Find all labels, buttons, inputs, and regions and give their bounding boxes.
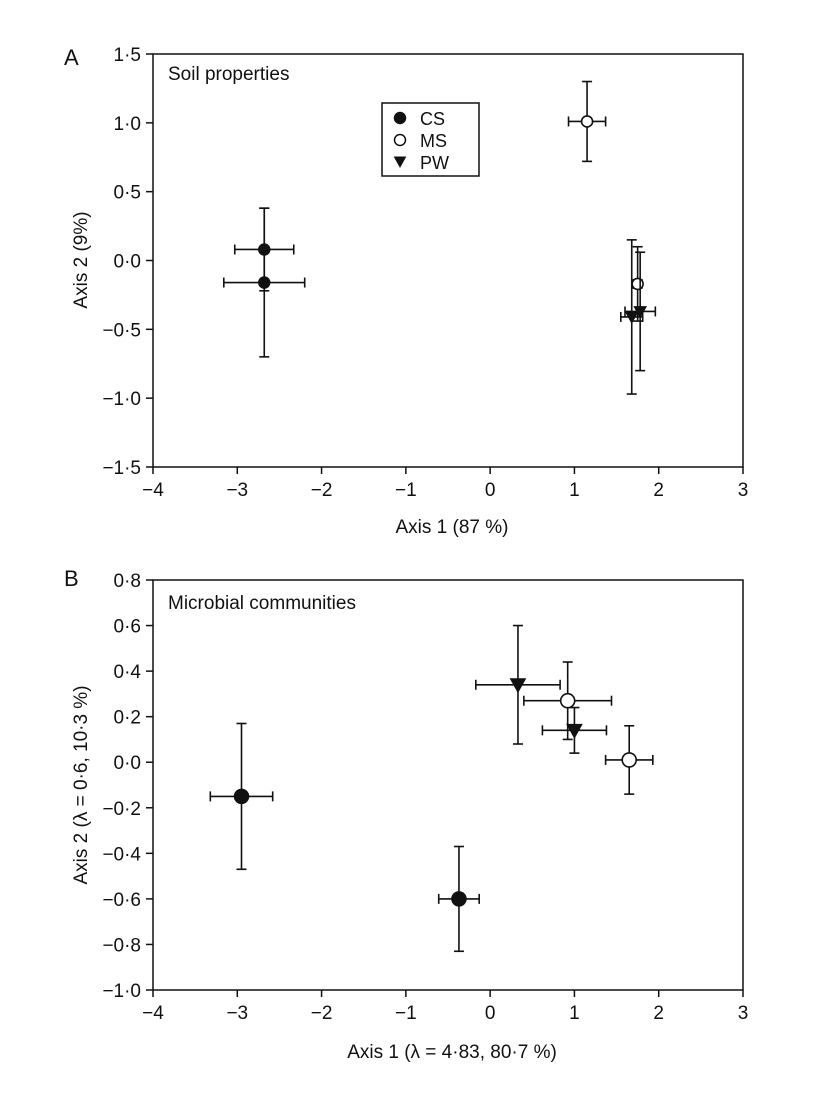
panel-a-y-tick-label: −1·5 — [102, 458, 141, 479]
panel-a-x-tick-label: −3 — [226, 480, 248, 501]
panel-b-x-tick-label: 2 — [653, 1003, 664, 1024]
panel-a-x-axis-label: Axis 1 (87 %) — [396, 517, 509, 538]
panel-b-x-tick-label: 1 — [569, 1003, 580, 1024]
panel-a-x-tick-label: 3 — [738, 480, 749, 501]
panel-b-x-tick-label: 3 — [738, 1003, 749, 1024]
legend-ms-label: MS — [420, 131, 447, 151]
panel-b-y-tick-label: 0·4 — [114, 662, 142, 683]
panel-b-x-tick-label: 0 — [485, 1003, 496, 1024]
panel-a-letter: A — [64, 45, 79, 70]
panel-a-ms-point — [580, 115, 594, 128]
panel-b-title: Microbial communities — [168, 593, 356, 614]
legend-pw-marker — [393, 156, 407, 169]
panel-a-pw-point — [633, 306, 648, 319]
panel-a-y-axis-label: Axis 2 (9%) — [71, 211, 92, 308]
panel-b-letter: B — [64, 566, 79, 591]
panel-b-pw-point — [566, 723, 583, 739]
panel-a-x-tick-label: 0 — [485, 480, 496, 501]
panel-b-y-tick-label: −0·2 — [102, 799, 141, 820]
panel-b-y-tick-label: −0·8 — [102, 935, 141, 956]
panel-a-y-tick-label: 0·0 — [114, 252, 141, 273]
panel-b-y-tick-label: 0·6 — [114, 617, 141, 638]
panel-a-y-tick-label: 1·0 — [114, 114, 141, 135]
panel-a-legend: CS MS PW — [381, 102, 480, 177]
panel-b-cs-point — [451, 891, 467, 907]
panel-a-y-tick-label: 1·5 — [114, 45, 141, 66]
panel-a-x-tick-label: −4 — [142, 480, 164, 501]
panel-b-x-tick-label: −2 — [311, 1003, 333, 1024]
panel-b-y-tick-label: 0·8 — [114, 571, 141, 592]
panel-b-y-tick-label: 0·2 — [114, 708, 141, 729]
panel-a-x-tick-label: −2 — [311, 480, 333, 501]
panel-b-y-tick-label: 0·0 — [114, 753, 141, 774]
panel-b-pw-point — [509, 678, 527, 694]
panel-b-y-tick-label: −1·0 — [102, 981, 141, 1002]
panel-b-y-tick-label: −0·4 — [102, 844, 141, 865]
panel-a-y-tick-label: −0·5 — [102, 320, 141, 341]
panel-b-cs-point — [233, 788, 250, 805]
panel-b-y-axis-label: Axis 2 (λ = 0·6, 10·3 %) — [71, 685, 92, 884]
panel-a-ms-point — [631, 277, 644, 291]
panel-b: B Microbial communities −4 −3 −2 −1 0 1 2 3 −1·0… — [64, 566, 748, 1063]
legend-cs-label: CS — [420, 109, 445, 129]
panel-b-y-tick-label: −0·6 — [102, 890, 141, 911]
panel-b-ms-point — [621, 752, 638, 768]
panel-a-x-tick-label: 1 — [569, 480, 580, 501]
panel-b-x-tick-label: −3 — [226, 1003, 248, 1024]
panel-a: A Soil properties −4 −3 −2 −1 0 1 2 3 −1·5 −1·0 −0… — [64, 45, 748, 538]
panel-a-y-tick-label: 0·5 — [114, 183, 141, 204]
panel-b-x-tick-label: −1 — [395, 1003, 417, 1024]
panel-b-x-axis-label: Axis 1 (λ = 4·83, 80·7 %) — [347, 1042, 557, 1063]
panel-a-cs-point — [258, 276, 271, 289]
legend-pw-label: PW — [420, 153, 449, 173]
legend-cs-marker — [393, 111, 407, 125]
panel-b-ms-point — [559, 692, 576, 709]
panel-a-x-tick-label: 2 — [653, 480, 664, 501]
panel-b-plot-frame — [152, 579, 744, 991]
panel-a-y-tick-label: −1·0 — [102, 389, 141, 410]
legend-ms-marker — [393, 133, 407, 147]
panel-a-x-tick-label: −1 — [395, 480, 417, 501]
panel-a-title: Soil properties — [168, 64, 289, 85]
panel-b-x-tick-label: −4 — [142, 1003, 164, 1024]
